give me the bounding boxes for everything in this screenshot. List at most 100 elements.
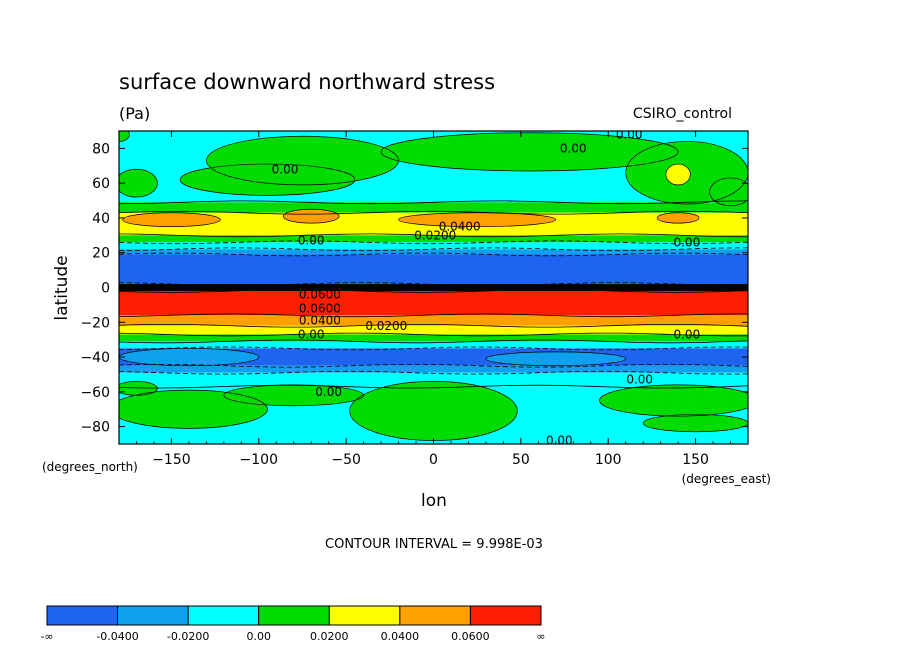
field-patch [119, 169, 158, 198]
contour-label: 0.0400 [439, 220, 481, 234]
colorbar-label: 0.00 [246, 630, 271, 643]
zonal-band [119, 315, 748, 326]
y-units-label: (degrees_north) [42, 460, 138, 474]
x-tick-label: 0 [429, 452, 438, 468]
y-tick-label: −40 [80, 350, 110, 366]
x-tick-label: −100 [240, 452, 278, 468]
colorbar-label: 0.0600 [451, 630, 490, 643]
field-patch [122, 212, 221, 227]
y-axis-label: latitude [52, 255, 72, 320]
zonal-band [119, 242, 748, 250]
colorbar-label: ∞ [536, 630, 545, 643]
contour-line [119, 348, 260, 367]
contour-line [119, 200, 748, 205]
contour-line [119, 240, 748, 245]
contour-line [709, 177, 748, 207]
y-tick-label: −60 [80, 385, 110, 401]
contour-line [119, 389, 268, 429]
contour-line [119, 346, 748, 351]
field-patch [381, 132, 679, 171]
contour-line [625, 141, 748, 205]
contour-label: 0.00 [673, 235, 700, 249]
contour-label: 0.00 [272, 162, 299, 176]
contour-line [665, 163, 691, 186]
contour-line [119, 233, 748, 238]
dataset-label: CSIRO_control [633, 106, 732, 122]
zonal-band [119, 341, 748, 349]
contour-line [119, 384, 748, 389]
zonal-band [119, 249, 748, 255]
colorbar-label: 0.0200 [310, 630, 349, 643]
y-tick-label: 20 [92, 246, 110, 262]
contour-label: 0.00 [616, 127, 643, 141]
contour-label: 0.00 [315, 385, 342, 399]
contour-label: 0.0600 [299, 301, 341, 315]
x-tick-label: 100 [595, 452, 622, 468]
contour-line [119, 381, 158, 396]
field-patch [643, 414, 748, 432]
contour-line [122, 212, 221, 227]
colorbar-label: 0.0400 [381, 630, 420, 643]
colorbar-label: -0.0200 [167, 630, 209, 643]
contour-label: 0.0200 [414, 228, 456, 242]
contour-line [599, 384, 748, 417]
colorbar: -∞ -0.0400 -0.0200 0.00 0.0200 0.0400 0.0600 ∞ [40, 605, 546, 643]
x-tick-label: 150 [682, 452, 709, 468]
contour-line [398, 212, 557, 227]
contour-line [119, 339, 748, 344]
contour-line [119, 210, 748, 215]
field-patch [349, 381, 518, 441]
contour-label: 0.00 [546, 434, 573, 448]
x-units-label: (degrees_east) [682, 472, 771, 486]
y-axis: 80 60 40 20 0 −20 −40 −60 −80 [80, 141, 748, 436]
colorbar-bin [328, 605, 401, 626]
contour-line [206, 135, 399, 186]
x-tick-label: −150 [152, 452, 190, 468]
zonal-band [119, 284, 748, 291]
contour-line [119, 247, 748, 251]
colorbar-bin [258, 605, 330, 626]
colorbar-bin [46, 605, 119, 626]
contour-line [223, 384, 364, 407]
contour-line [282, 208, 340, 224]
x-axis: −150 −100 −50 0 50 100 150 [136, 131, 731, 468]
colorbar-bin [469, 605, 542, 626]
contour-line [485, 351, 627, 367]
contour-line [179, 163, 356, 196]
contour-label: 0.00 [560, 141, 587, 155]
contour-line [119, 282, 748, 286]
zonal-band [119, 334, 748, 342]
field-patch [485, 351, 626, 366]
colorbar-bin [117, 605, 189, 626]
contour-label: 0.00 [298, 234, 325, 248]
contour-label: 0.00 [626, 373, 653, 387]
zonal-band [119, 202, 748, 213]
y-tick-label: 40 [92, 211, 110, 227]
contour-lines [119, 131, 748, 441]
field-patch [119, 348, 259, 366]
contour-line [119, 168, 158, 198]
y-tick-label: 0 [101, 281, 110, 297]
field-patch [709, 177, 748, 206]
field-patch [665, 164, 691, 185]
field-patch [657, 212, 700, 224]
contour-label: 0.00 [298, 327, 325, 341]
contour-label: 0.0200 [365, 319, 407, 333]
zonal-band [119, 254, 748, 285]
y-tick-label: 60 [92, 176, 110, 192]
zonal-band [119, 365, 748, 373]
contour-label: 0.0400 [299, 314, 341, 328]
contour-line [119, 364, 748, 368]
contour-label: 0.00 [673, 327, 700, 341]
contour-line [119, 332, 748, 337]
field-patch [283, 209, 340, 224]
contour-line [119, 289, 748, 293]
field-patch [398, 212, 556, 227]
contour-line [119, 324, 748, 328]
contour-line [119, 131, 130, 142]
zonal-band [119, 325, 748, 335]
contour-line [119, 313, 748, 318]
